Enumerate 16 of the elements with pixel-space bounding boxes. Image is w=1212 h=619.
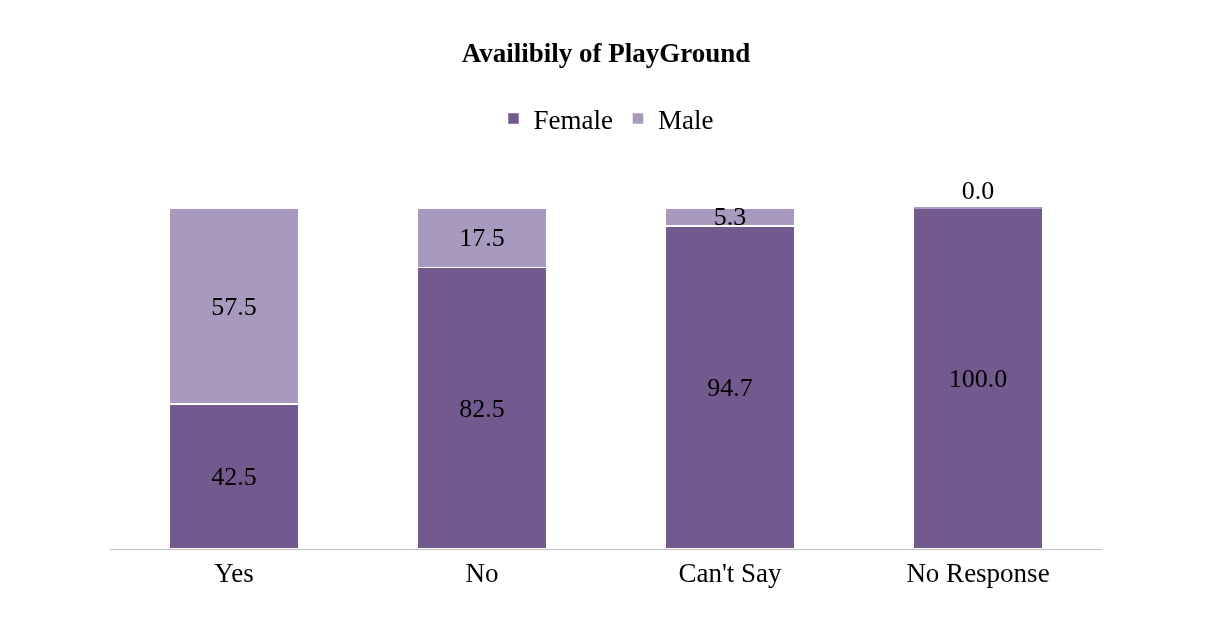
data-label: 17.5 bbox=[459, 223, 505, 253]
data-label: 0.0 bbox=[961, 175, 995, 205]
data-label: 94.7 bbox=[707, 373, 753, 403]
bar bbox=[912, 207, 1044, 549]
x-tick-label: No Response bbox=[906, 558, 1050, 589]
chart-title: Availibily of PlayGround bbox=[461, 38, 751, 69]
legend-label: Female bbox=[533, 104, 613, 135]
data-label: 100.0 bbox=[948, 363, 1008, 393]
data-label: 42.5 bbox=[211, 462, 257, 492]
data-label: 82.5 bbox=[459, 393, 505, 423]
data-label: 57.5 bbox=[211, 291, 257, 321]
legend-label: Male bbox=[657, 104, 714, 135]
data-label: 5.3 bbox=[713, 202, 747, 232]
x-tick-label: Can't Say bbox=[678, 558, 783, 589]
x-tick-label: No bbox=[465, 558, 499, 589]
x-tick-label: Yes bbox=[214, 558, 254, 589]
